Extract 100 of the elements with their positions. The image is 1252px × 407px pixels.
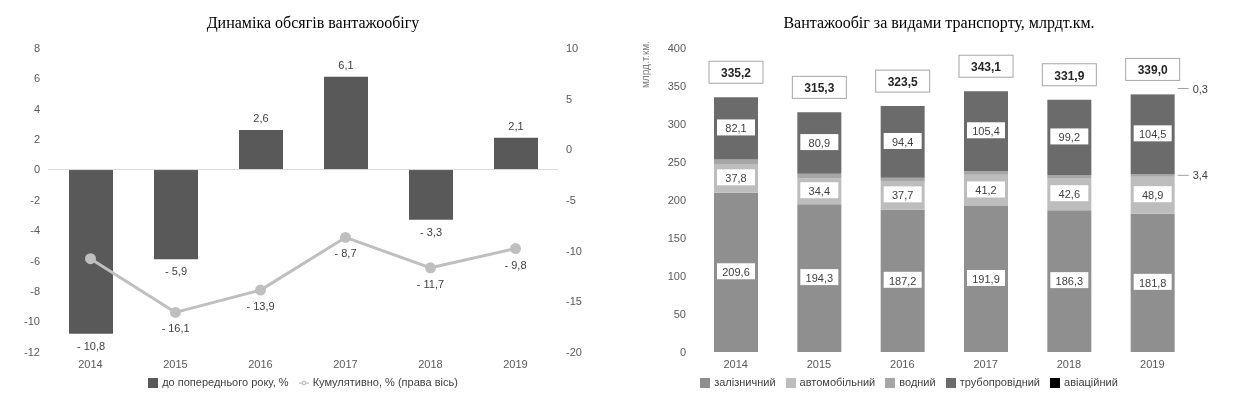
y-tick-label: -4 <box>30 224 40 237</box>
bar <box>1130 174 1175 177</box>
data-label: 80,9 <box>808 137 831 150</box>
data-label: 48,9 <box>1141 189 1164 202</box>
y2-tick-label: -15 <box>566 295 582 308</box>
chart-title: Динаміка обсягів вантажообігу <box>205 13 421 34</box>
data-label: - 8,7 <box>334 247 357 260</box>
y2-tick-label: 10 <box>566 41 579 54</box>
point <box>340 231 351 243</box>
y-tick-label: -10 <box>24 315 40 328</box>
legend-label: авіаційний <box>1064 375 1118 388</box>
total-label: 335,2 <box>720 66 752 81</box>
data-label: 41,2 <box>975 184 997 197</box>
x-tick-label: 2019 <box>503 357 528 370</box>
data-label: 194,3 <box>805 272 834 285</box>
y-tick-label: 250 <box>667 155 686 168</box>
data-label: - 5,9 <box>164 265 188 278</box>
bar <box>1047 210 1092 352</box>
data-label: 209,6 <box>722 266 750 279</box>
y-tick-label: 6 <box>33 72 40 85</box>
x-tick-label: 2017 <box>333 357 358 370</box>
x-tick-label: 2016 <box>248 357 273 370</box>
x-tick-label: 2018 <box>418 357 443 370</box>
bar <box>239 130 283 170</box>
data-label: - 10,8 <box>76 339 106 352</box>
point <box>425 262 436 274</box>
y2-tick-label: 5 <box>566 92 573 105</box>
data-label: 104,5 <box>1138 128 1167 141</box>
x-tick-label: 2016 <box>890 357 915 370</box>
point <box>85 253 96 265</box>
bar <box>714 192 758 352</box>
y2-tick-label: -20 <box>566 345 582 358</box>
point <box>255 284 266 296</box>
data-label: 186,3 <box>1055 275 1084 288</box>
data-label: - 13,9 <box>246 300 275 313</box>
data-label: 3,4 <box>1192 169 1208 182</box>
y-tick-label: 100 <box>667 269 686 282</box>
y-tick-label: -2 <box>30 193 40 206</box>
x-tick-label: 2015 <box>806 357 832 370</box>
x-tick-label: 2019 <box>1140 357 1165 370</box>
bar <box>714 159 758 164</box>
data-label: - 11,7 <box>416 277 445 290</box>
point <box>510 243 521 255</box>
data-label: 2,1 <box>508 119 524 132</box>
bar <box>797 204 842 352</box>
bar <box>797 173 842 179</box>
bar <box>1130 213 1175 352</box>
bar <box>69 169 113 334</box>
y-tick-label: 0 <box>33 163 40 176</box>
data-label: 187,2 <box>888 274 917 287</box>
data-label: 2,6 <box>253 112 269 125</box>
data-label: 82,1 <box>725 122 747 135</box>
bar <box>324 76 368 170</box>
total-label: 315,3 <box>804 81 835 96</box>
bar <box>494 137 538 170</box>
legend-label: трубопровідний <box>959 375 1041 388</box>
data-label: 6,1 <box>338 58 354 71</box>
data-label: 94,4 <box>891 135 914 148</box>
legend-label: водний <box>899 375 936 388</box>
point <box>170 306 181 318</box>
bar <box>880 177 925 182</box>
y-axis-title: млрд.т.км. <box>640 41 652 88</box>
data-label: 105,4 <box>972 125 1000 138</box>
x-tick-label: 2014 <box>78 357 103 370</box>
x-tick-label: 2015 <box>163 357 188 370</box>
y2-tick-label: 0 <box>566 143 573 156</box>
data-label: 0,3 <box>1192 82 1208 95</box>
total-label: 343,1 <box>970 60 1002 75</box>
bar <box>409 169 453 220</box>
chart-title: Вантажообіг за видами транспорту, млрдт.км. <box>782 13 1096 34</box>
legend-label: до попереднього року, % <box>162 375 289 388</box>
x-tick-label: 2017 <box>973 357 998 370</box>
x-tick-label: 2014 <box>723 357 748 370</box>
data-label: 34,4 <box>808 185 831 198</box>
y-tick-label: 300 <box>667 117 686 130</box>
data-label: 191,9 <box>972 273 1000 286</box>
y-tick-label: 400 <box>667 41 686 54</box>
data-label: 42,6 <box>1058 188 1081 201</box>
y-tick-label: 0 <box>679 345 686 358</box>
x-tick-label: 2018 <box>1056 357 1082 370</box>
y-tick-label: 350 <box>667 79 686 92</box>
bar <box>964 171 1008 175</box>
data-label: - 9,8 <box>504 258 527 271</box>
data-label: 37,7 <box>891 189 914 202</box>
total-label: 323,5 <box>887 75 919 90</box>
bar <box>880 209 925 352</box>
y2-tick-label: -5 <box>566 193 576 206</box>
bar <box>1047 175 1092 178</box>
data-label: 181,8 <box>1138 276 1167 289</box>
data-label: - 16,1 <box>161 322 190 335</box>
y-tick-label: 8 <box>33 41 40 54</box>
y2-tick-label: -10 <box>566 244 582 257</box>
data-label: - 3,3 <box>419 225 443 238</box>
y-tick-label: 2 <box>33 133 40 146</box>
bar <box>154 169 198 260</box>
y-tick-label: 150 <box>667 231 686 244</box>
total-label: 331,9 <box>1054 68 1085 83</box>
legend-label: залізничний <box>714 375 776 388</box>
y-tick-label: -8 <box>30 285 40 298</box>
total-label: 339,0 <box>1137 63 1169 78</box>
